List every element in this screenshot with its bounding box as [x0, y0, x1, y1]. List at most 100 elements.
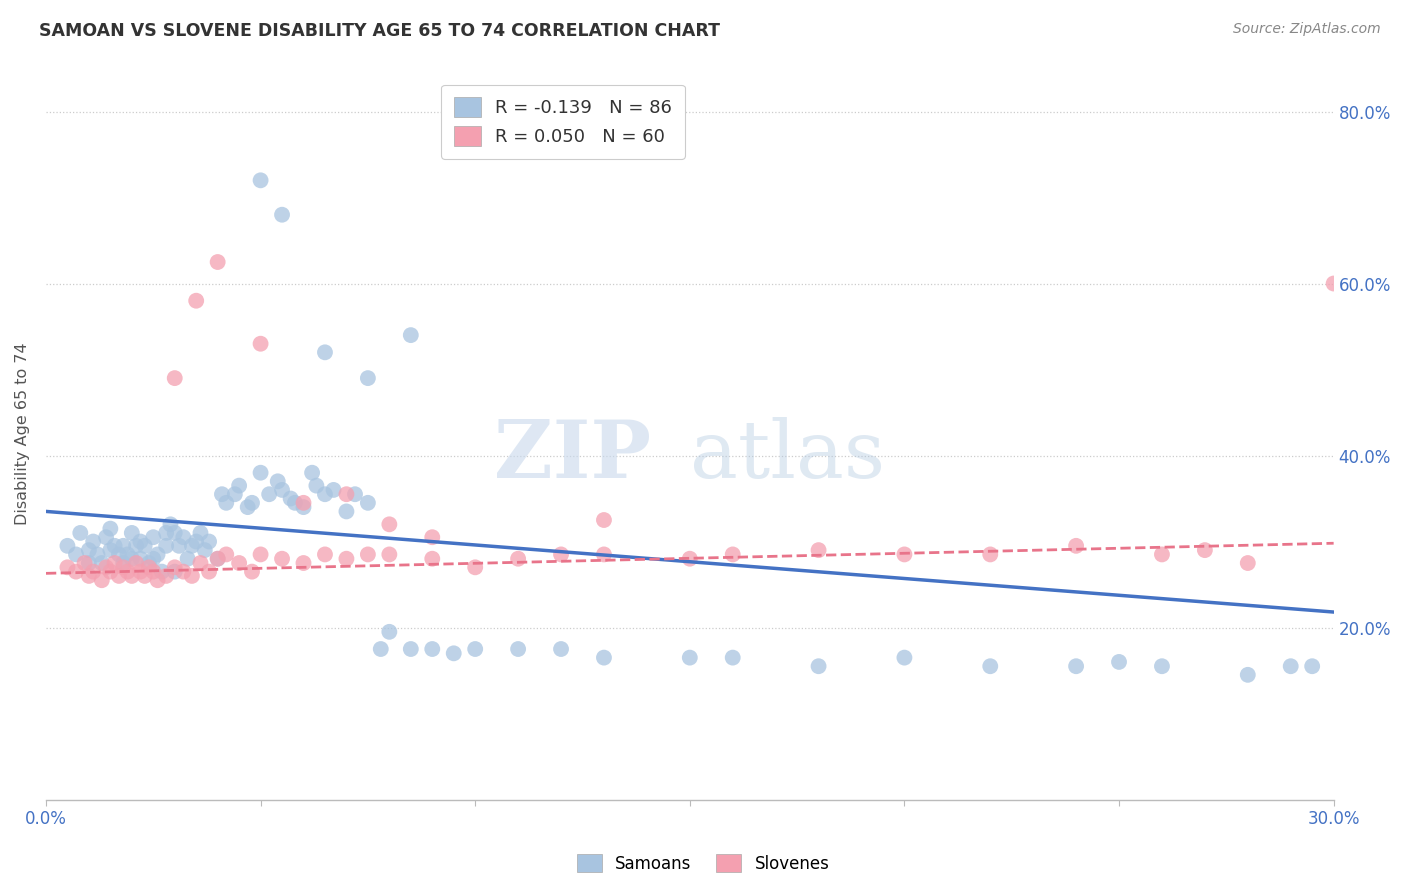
Point: [249, 548, 271, 562]
Point: [142, 565, 165, 579]
Point: [301, 466, 323, 480]
Point: [593, 548, 616, 562]
Point: [721, 548, 744, 562]
Point: [399, 642, 422, 657]
Point: [257, 487, 280, 501]
Point: [593, 513, 616, 527]
Point: [335, 551, 357, 566]
Point: [94, 530, 117, 544]
Point: [190, 556, 212, 570]
Point: [112, 539, 135, 553]
Point: [357, 548, 380, 562]
Point: [271, 483, 294, 497]
Point: [155, 539, 177, 553]
Point: [343, 487, 366, 501]
Point: [125, 556, 148, 570]
Point: [314, 487, 336, 501]
Point: [292, 500, 315, 515]
Point: [807, 543, 830, 558]
Point: [240, 565, 263, 579]
Point: [198, 534, 221, 549]
Point: [236, 500, 259, 515]
Point: [464, 560, 486, 574]
Y-axis label: Disability Age 65 to 74: Disability Age 65 to 74: [15, 343, 30, 525]
Point: [508, 551, 530, 566]
Point: [305, 478, 328, 492]
Point: [207, 255, 229, 269]
Point: [207, 551, 229, 566]
Point: [77, 556, 100, 570]
Point: [82, 534, 104, 549]
Point: [98, 543, 121, 558]
Point: [399, 328, 422, 343]
Point: [198, 565, 221, 579]
Point: [190, 525, 212, 540]
Point: [142, 551, 165, 566]
Point: [138, 560, 160, 574]
Point: [357, 496, 380, 510]
Point: [112, 556, 135, 570]
Point: [335, 487, 357, 501]
Point: [1108, 655, 1130, 669]
Point: [508, 642, 530, 657]
Point: [180, 539, 202, 553]
Point: [443, 646, 465, 660]
Point: [108, 569, 131, 583]
Point: [893, 650, 915, 665]
Point: [186, 293, 208, 308]
Point: [378, 548, 401, 562]
Point: [129, 565, 152, 579]
Point: [271, 551, 294, 566]
Point: [292, 556, 315, 570]
Text: ZIP: ZIP: [494, 417, 651, 495]
Point: [284, 496, 307, 510]
Point: [1150, 659, 1173, 673]
Point: [167, 539, 190, 553]
Point: [90, 556, 112, 570]
Point: [69, 525, 91, 540]
Point: [73, 556, 96, 570]
Point: [721, 650, 744, 665]
Point: [77, 569, 100, 583]
Point: [65, 565, 87, 579]
Point: [464, 642, 486, 657]
Point: [129, 534, 152, 549]
Point: [314, 345, 336, 359]
Point: [322, 483, 344, 497]
Legend: Samoans, Slovenes: Samoans, Slovenes: [569, 847, 837, 880]
Point: [215, 496, 238, 510]
Point: [142, 530, 165, 544]
Point: [172, 530, 194, 544]
Point: [163, 371, 186, 385]
Point: [420, 642, 443, 657]
Point: [163, 525, 186, 540]
Point: [146, 573, 169, 587]
Point: [593, 650, 616, 665]
Point: [228, 556, 250, 570]
Point: [240, 496, 263, 510]
Point: [104, 556, 127, 570]
Point: [679, 650, 702, 665]
Point: [1301, 659, 1323, 673]
Point: [357, 371, 380, 385]
Point: [159, 517, 181, 532]
Point: [679, 551, 702, 566]
Point: [335, 504, 357, 518]
Point: [163, 560, 186, 574]
Point: [121, 551, 143, 566]
Point: [155, 525, 177, 540]
Point: [979, 548, 1001, 562]
Point: [1236, 668, 1258, 682]
Point: [180, 569, 202, 583]
Point: [121, 525, 143, 540]
Point: [146, 548, 169, 562]
Point: [117, 548, 139, 562]
Point: [1194, 543, 1216, 558]
Text: atlas: atlas: [690, 417, 884, 495]
Point: [194, 543, 217, 558]
Point: [1279, 659, 1302, 673]
Point: [56, 539, 79, 553]
Point: [228, 478, 250, 492]
Point: [121, 569, 143, 583]
Point: [207, 551, 229, 566]
